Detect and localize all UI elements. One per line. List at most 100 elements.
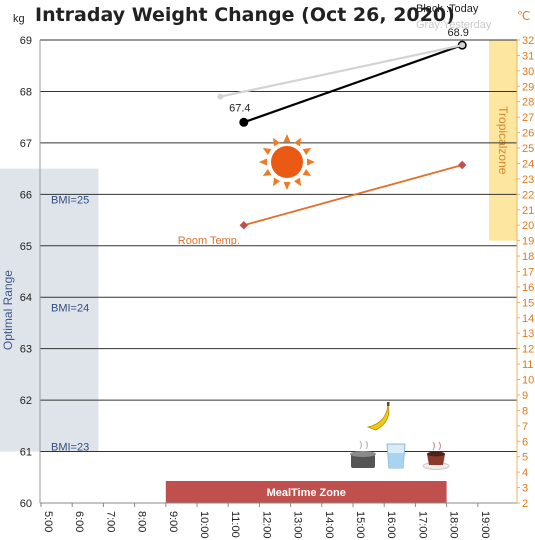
sun-ray: [262, 169, 272, 176]
cup-body: [427, 454, 445, 465]
x-tick-label: 15:00: [354, 511, 366, 539]
y-tick-label: 69: [20, 35, 32, 47]
sun-ray: [294, 177, 301, 187]
y2-tick-label: 15: [522, 297, 534, 309]
y-tick-label: 66: [20, 189, 32, 201]
glass-water: [388, 453, 404, 467]
sun-ray: [283, 182, 291, 190]
y2-tick-label: 10: [522, 375, 534, 387]
y2-tick-label: 18: [522, 251, 534, 263]
x-tick-label: 11:00: [229, 511, 241, 538]
sun-ray: [283, 134, 291, 142]
sun-ray: [307, 158, 315, 166]
right-axis-unit: ℃: [517, 9, 530, 23]
y2-tick-label: 13: [522, 328, 534, 340]
bmi-label: BMI=23: [51, 441, 89, 453]
y2-tick-label: 30: [522, 66, 534, 78]
left-axis-unit: kg: [13, 13, 25, 25]
room-temp-series-label: Room Temp.: [178, 235, 240, 247]
x-tick-label: 5:00: [42, 511, 54, 532]
room-temp-line: [243, 164, 463, 227]
cup-coffee: [427, 451, 445, 457]
y2-tick-label: 20: [522, 220, 534, 232]
banana-shape: [366, 404, 390, 431]
y-tick-label: 68: [20, 86, 32, 98]
today-line: [243, 44, 463, 124]
x-tick-label: 19:00: [479, 511, 491, 539]
banana-icon: [366, 402, 390, 431]
icon-group: [259, 134, 450, 470]
legend-today: Black :Today: [416, 3, 479, 15]
banana-stem: [387, 402, 390, 406]
y-tick-label: 61: [20, 447, 32, 459]
y2-tick-label: 6: [522, 436, 528, 448]
room-temp-point: [239, 220, 249, 230]
y-tick-label: 65: [20, 241, 32, 253]
y2-tick-label: 21: [522, 205, 534, 217]
x-tick-label: 6:00: [73, 511, 85, 532]
x-tick-label: 12:00: [260, 511, 272, 539]
y2-tick-label: 9: [522, 390, 528, 402]
y2-tick-label: 5: [522, 452, 528, 464]
chart-title: Intraday Weight Change (Oct 26, 2020): [35, 4, 455, 26]
x-tick-label: 7:00: [104, 511, 116, 532]
y2-tick-label: 24: [522, 158, 534, 170]
meal-time-zone-band: [165, 481, 447, 503]
pot-steam: [359, 440, 369, 450]
sun-ray: [262, 148, 272, 155]
y2-tick-label: 25: [522, 143, 534, 155]
x-tick-label: 8:00: [136, 511, 148, 532]
y2-tick-label: 4: [522, 467, 528, 479]
y2-tick-label: 14: [522, 313, 534, 325]
meal-time-zone-label: MealTime Zone: [267, 487, 346, 499]
sun-ray: [302, 169, 312, 176]
y2-tick-label: 22: [522, 189, 534, 201]
y2-tick-label: 2: [522, 498, 528, 510]
sun-ray: [294, 137, 301, 147]
y2-tick-label: 17: [522, 267, 534, 279]
sun-ray: [273, 137, 280, 147]
y2-tick-label: 3: [522, 483, 528, 495]
y-tick-label: 64: [20, 292, 32, 304]
y2-tick-label: 12: [522, 344, 534, 356]
y2-tick-label: 32: [522, 35, 534, 47]
x-tick-label: 16:00: [385, 511, 397, 539]
y2-tick-label: 23: [522, 174, 534, 186]
y-tick-label: 67: [20, 138, 32, 150]
y2-tick-label: 31: [522, 50, 534, 62]
yesterday-point: [217, 93, 224, 100]
pot-rim: [350, 451, 376, 457]
x-tick-label: 18:00: [448, 511, 460, 539]
today-point: [239, 117, 249, 127]
x-tick-label: 9:00: [167, 511, 179, 532]
yesterday-point: [459, 42, 466, 49]
y-tick-label: 60: [20, 498, 32, 510]
sun-icon: [259, 134, 315, 190]
y2-tick-label: 26: [522, 128, 534, 140]
x-tick-label: 14:00: [323, 511, 335, 539]
y2-tick-label: 28: [522, 97, 534, 109]
y2-tick-label: 19: [522, 236, 534, 248]
tropical-zone-band: [489, 40, 517, 241]
coffee-cup-icon: [422, 441, 450, 470]
y-tick-label: 62: [20, 395, 32, 407]
y2-tick-label: 29: [522, 81, 534, 93]
sun-ray: [302, 148, 312, 155]
optimal-range-band: [0, 168, 99, 452]
cooking-pot-icon: [350, 440, 376, 468]
x-tick-label: 17:00: [416, 511, 428, 539]
room-temp-point: [457, 160, 467, 170]
y2-tick-label: 16: [522, 282, 534, 294]
yesterday-line: [220, 44, 463, 98]
y2-tick-label: 7: [522, 421, 528, 433]
tropical-zone-label: Tropicalzone: [496, 106, 510, 175]
today-data-label: 68.9: [447, 27, 468, 39]
sun-ray: [273, 177, 280, 187]
y2-tick-label: 27: [522, 112, 534, 124]
water-glass-icon: [386, 443, 406, 469]
y2-tick-label: 8: [522, 405, 528, 417]
y2-tick-label: 11: [522, 359, 533, 371]
today-data-label: 67.4: [229, 102, 250, 114]
sun-disc: [271, 146, 303, 178]
